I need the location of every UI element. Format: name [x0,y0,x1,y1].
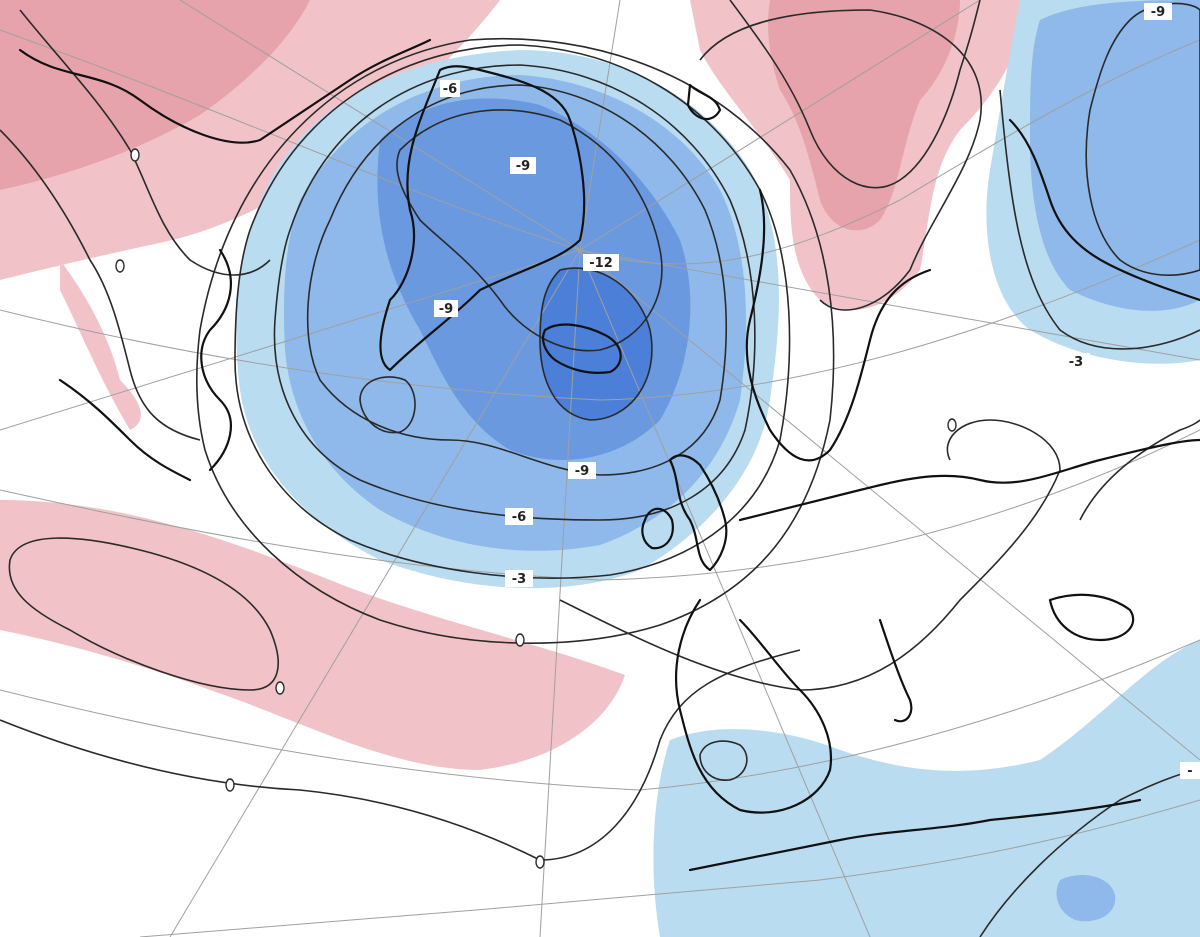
svg-text:-9: -9 [516,159,530,174]
isoline-small-loop [359,376,416,434]
ireland-coast [641,507,674,550]
black-sea-coast [1048,593,1135,642]
isoline-canada [0,129,201,441]
contour-labels: -6 -9 -12 -9 -9 -6 -3 -3 [434,3,1200,779]
labrador-coast [58,378,192,482]
isoline-9 [306,84,728,476]
svg-text:-9: -9 [1151,5,1165,20]
isoline-scandinavia-1 [699,9,983,311]
italy-coast [878,618,913,723]
positive-field-arctic-canada-core [0,0,310,190]
meridian-4 [579,249,1200,761]
greenland-coast [379,65,586,372]
isoline-6 [273,64,756,521]
svg-text:-3: -3 [512,572,526,587]
parallel-3 [0,429,1200,581]
contour-label-atlantic-3: -3 [505,570,533,587]
positive-field-canada-tongue [60,260,141,430]
negative-field-siberia-mid [1030,0,1200,311]
isoline-greenland-inner [396,109,663,352]
iceland-coast [541,323,622,374]
svg-text:-9: -9 [439,302,453,317]
coastlines [18,38,1200,872]
isoline-3 [234,44,791,579]
isoline-europe-1 [559,419,1061,691]
svg-text:-9: -9 [575,464,589,479]
svg-text:-6: -6 [443,82,457,97]
isoline-scandinavia-2 [729,0,981,189]
isoline-iberia-loop [699,740,748,781]
isoline-atlantic-loop [8,537,279,691]
contour-label-greenland-n: -6 [440,80,460,97]
positive-field-scandinavia-core [768,0,960,231]
svg-text:-6: -6 [512,510,526,525]
contour-label-iceland-n: -12 [583,254,619,271]
contour-label-russia-3: -3 [1062,353,1090,370]
uk-coast [668,454,728,572]
meridian-2 [539,249,581,937]
isoline-siberia-9 [1085,2,1200,276]
contour-label-greenland-s: -9 [434,300,458,317]
meridian-8 [179,0,581,251]
marker-5 [947,418,957,432]
isoline-siberia-3 [999,89,1200,350]
isoline-east-1 [1079,419,1200,521]
svalbard-coast [686,83,722,121]
negative-field-mediterranean-mid [1056,875,1116,922]
scandinavia-coast [745,188,932,462]
canada-arctic-coast [18,38,432,144]
contour-label-greenland-c: -9 [510,157,536,174]
baffin-coast [200,248,232,472]
meridian-7 [579,0,621,251]
isoline-0-outer [195,37,835,644]
marker-2 [275,681,285,695]
contour-label-atlantic-6: -6 [505,508,533,525]
contour-label-atlantic-9: -9 [568,462,596,479]
svg-text:-12: -12 [589,256,613,271]
parallel-1 [0,29,1200,265]
marker-7 [115,259,125,273]
europe-north-coast [738,438,1200,522]
positive-field-atlantic-band [0,500,625,770]
marker-3 [225,778,235,792]
contour-label-east-edge: - [1180,762,1200,779]
meridian-1 [169,249,581,937]
positive-anomaly-fields [0,0,1030,770]
marker-4 [535,855,545,869]
svg-text:-: - [1187,764,1192,779]
negative-field-mediterranean [653,640,1200,937]
marker-6 [130,148,140,162]
mediterranean-south-coast [688,798,1142,872]
russia-arctic-coast [1008,118,1200,302]
iberia-coast [674,598,833,814]
isoline-iceland-12 [539,267,653,421]
isoline-atlantic-south [0,649,801,861]
zero-line-markers [115,148,957,869]
parallel-2 [0,239,1200,401]
contour-label-siberia-9: -9 [1144,3,1172,20]
negative-field-iceland-core [540,268,652,420]
isoline-canada-2 [19,9,271,276]
meridian-5 [579,249,1200,361]
parallel-5 [139,799,1200,937]
marker-1 [515,633,525,647]
svg-text:-3: -3 [1069,355,1083,370]
